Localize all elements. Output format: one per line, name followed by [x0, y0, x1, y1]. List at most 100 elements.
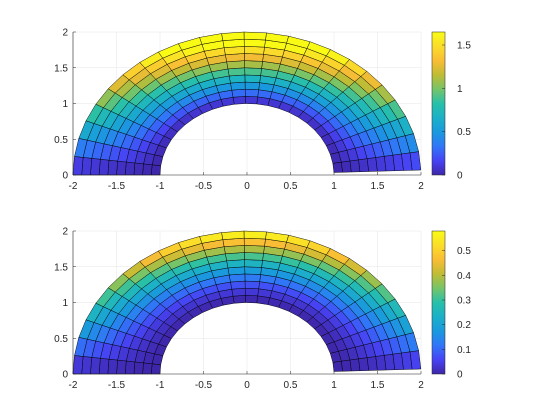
- mesh-cell: [244, 88, 259, 98]
- mesh-cell: [228, 273, 246, 283]
- y-tick-label: 2: [62, 227, 68, 238]
- mesh-cell: [243, 38, 266, 48]
- mesh-cell: [151, 164, 161, 176]
- x-tick-label: 1: [331, 181, 337, 192]
- x-tick-label: 2: [418, 181, 424, 192]
- x-tick-label: -2: [69, 181, 78, 192]
- mesh-cell: [244, 60, 263, 69]
- colorbar-tick-label: 0: [457, 370, 463, 381]
- mesh-cell: [116, 160, 127, 176]
- mesh-cell: [221, 31, 245, 41]
- x-tick-label: 1.5: [371, 181, 385, 192]
- colorbar: 0 0.1 0.2 0.3 0.4 0.5: [431, 230, 471, 381]
- x-tick-label: 0: [244, 380, 250, 391]
- x-tick-label: -1.5: [108, 380, 126, 391]
- mesh-cell: [243, 230, 267, 240]
- colorbar-tick-label: 0.5: [457, 127, 471, 138]
- mesh-cell: [332, 161, 343, 173]
- mesh-cell: [232, 295, 246, 304]
- mesh-cell: [151, 363, 161, 375]
- bottom-mesh-plot: -2 -1.5 -1 -0.5 0 0.5 1 1.5 2 0 0.5 1 1.5 2 0 0.1 0.2 0.3…: [54, 227, 471, 392]
- colorbar-gradient: [432, 231, 445, 374]
- mesh-cell: [244, 74, 261, 83]
- y-tick-label: 0: [62, 171, 68, 182]
- colorbar-gradient: [432, 32, 445, 175]
- mesh-cell: [244, 46, 265, 55]
- y-tick-label: 0.5: [54, 334, 68, 345]
- y-tick-label: 2: [62, 28, 68, 39]
- mesh-cell: [244, 53, 264, 62]
- mesh-cell: [230, 280, 246, 290]
- mesh-cell: [243, 237, 266, 247]
- colorbar-tick-label: 0.4: [457, 271, 471, 282]
- mesh-cell: [81, 157, 92, 176]
- mesh-cell: [349, 358, 361, 372]
- mesh-cell: [107, 160, 118, 176]
- mesh-cell: [230, 81, 246, 91]
- x-tick-label: -2: [69, 380, 78, 391]
- y-tick-label: 0.5: [54, 135, 68, 146]
- colorbar-frame: [431, 230, 446, 375]
- colorbar-tick-label: 0.2: [457, 320, 471, 331]
- x-tick-label: -1: [156, 380, 165, 391]
- mesh-cell: [243, 31, 267, 41]
- mesh-cell: [90, 357, 101, 375]
- mesh-cell: [228, 74, 246, 84]
- mesh-cell: [232, 96, 246, 105]
- mesh-cell: [409, 350, 422, 370]
- mesh-cell: [409, 151, 422, 171]
- mesh-cell: [72, 355, 84, 375]
- mesh-cell: [245, 295, 258, 304]
- colorbar-tick-label: 0.3: [457, 296, 471, 307]
- mesh-cell: [72, 156, 84, 176]
- top-mesh-plot: -2 -1.5 -1 -0.5 0 0.5 1 1.5 2 0 0.5 1 1.5 2 0 0.5 1 1.5: [54, 28, 471, 193]
- x-tick-label: -0.5: [195, 181, 213, 192]
- y-tick-label: 1: [62, 99, 68, 110]
- mesh-cell: [349, 159, 361, 173]
- x-tick-label: 0: [244, 181, 250, 192]
- mesh-cell: [231, 287, 246, 297]
- mesh-cell: [227, 266, 246, 276]
- mesh-cell: [116, 359, 127, 375]
- mesh-cell: [244, 287, 259, 297]
- mesh-cell: [227, 67, 246, 77]
- y-tick-label: 1.5: [54, 63, 68, 74]
- y-tick-label: 1.5: [54, 262, 68, 273]
- mesh-cell: [244, 252, 264, 261]
- mesh-cell: [341, 359, 352, 372]
- mesh-cell: [81, 356, 92, 375]
- mesh: [72, 230, 422, 375]
- mesh: [72, 31, 422, 176]
- y-tick-label: 0: [62, 370, 68, 381]
- mesh-cell: [90, 158, 101, 176]
- mesh-cell: [231, 88, 246, 98]
- mesh-cell: [244, 273, 261, 282]
- x-tick-label: 0.5: [284, 380, 298, 391]
- colorbar-tick-label: 1: [457, 84, 463, 95]
- colorbar-tick-label: 1.5: [457, 41, 471, 52]
- mesh-cell: [244, 259, 263, 268]
- colorbar-tick-label: 0.5: [457, 246, 471, 257]
- x-tick-label: -1: [156, 181, 165, 192]
- mesh-cell: [142, 163, 153, 176]
- x-tick-label: -1.5: [108, 181, 126, 192]
- mesh-cell: [221, 230, 245, 240]
- mesh-cell: [107, 359, 118, 375]
- mesh-cell: [98, 358, 110, 375]
- mesh-cell: [98, 159, 110, 176]
- mesh-cell: [244, 67, 262, 76]
- mesh-cell: [133, 162, 144, 176]
- mesh-cell: [244, 245, 265, 254]
- colorbar-tick-label: 0.1: [457, 345, 471, 356]
- x-tick-label: 1.5: [371, 380, 385, 391]
- mesh-cell: [341, 160, 352, 173]
- mesh-cell: [142, 362, 153, 375]
- mesh-cell: [133, 361, 144, 375]
- x-tick-label: 2: [418, 380, 424, 391]
- x-tick-label: 0.5: [284, 181, 298, 192]
- mesh-cell: [124, 161, 136, 176]
- colorbar: 0 0.5 1 1.5: [431, 31, 471, 182]
- mesh-cell: [244, 280, 260, 289]
- mesh-cell: [244, 81, 260, 90]
